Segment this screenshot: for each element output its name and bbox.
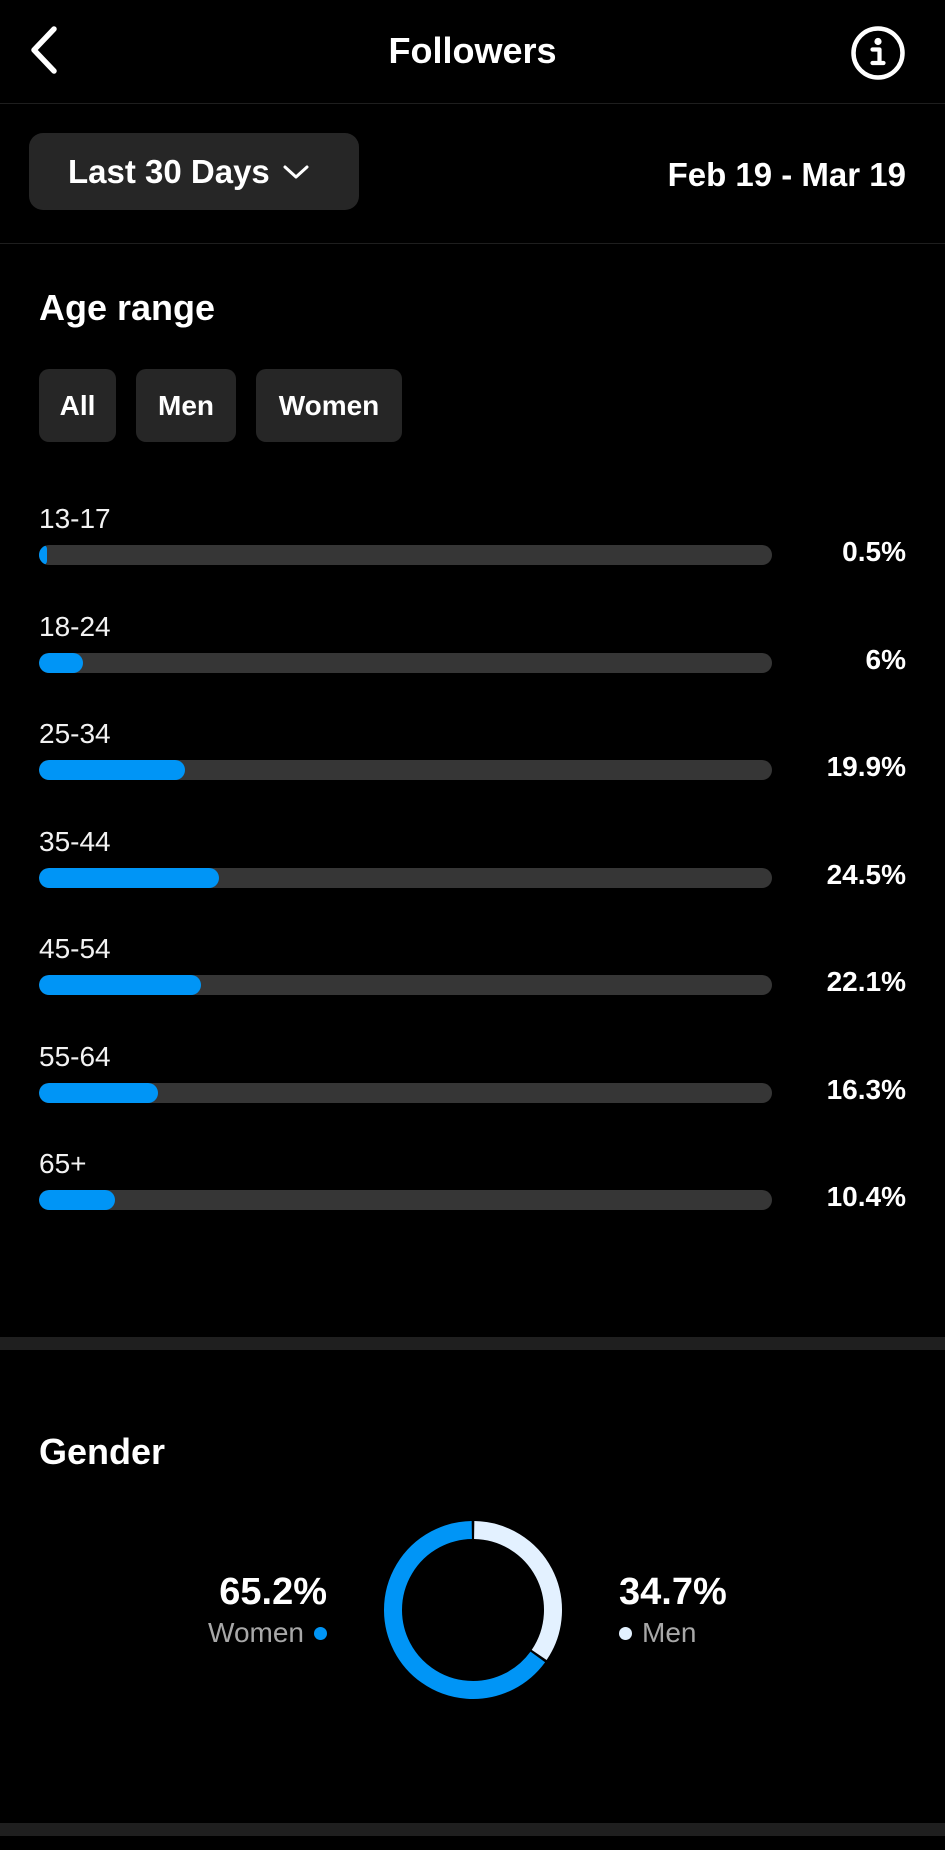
age-range-label: 25-34 [39,718,111,749]
gender-women-legend: 65.2% Women [208,1573,327,1649]
age-bar [39,545,47,565]
age-bar-track [39,760,772,780]
gender-women-label: Women [208,1617,304,1648]
age-range-label: 18-24 [39,610,111,642]
age-bar-track [39,1082,772,1103]
gender-donut-chart [384,1521,562,1699]
age-percent-label: 19.9% [826,751,906,782]
age-range-label: 13-17 [39,503,111,534]
donut-slice-men [473,1521,562,1660]
filter-chip-all[interactable]: All [39,369,116,442]
age-bar-track [39,867,772,888]
age-filter-chips: All Men Women [39,369,402,442]
gender-men-percent: 34.7% [619,1571,727,1613]
age-percent-label: 6% [865,643,906,675]
age-row: 45-54 22.1% [0,933,945,1013]
age-row: 35-44 24.5% [0,826,945,906]
age-bar [39,760,185,780]
age-row: 65+ 10.4% [0,1148,945,1228]
page-title: Followers [388,30,557,71]
back-button[interactable] [16,22,72,78]
age-bar [39,652,83,673]
filter-chip-men[interactable]: Men [136,369,236,442]
age-percent-label: 0.5% [842,536,906,567]
age-row: 55-64 16.3% [0,1041,945,1121]
age-row: 25-34 19.9% [0,718,945,798]
header: Followers [0,0,945,104]
age-percent-label: 24.5% [826,858,906,890]
age-row: 13-17 0.5% [0,503,945,583]
age-bar [39,1082,158,1103]
date-range-text: Feb 19 - Mar 19 [667,156,906,193]
age-bar-track [39,1190,772,1210]
gender-women-percent: 65.2% [219,1571,327,1613]
section-divider-bottom [0,1823,945,1836]
section-divider [0,1337,945,1350]
filter-chip-women[interactable]: Women [256,369,402,442]
age-bar-track [39,652,772,673]
gender-title: Gender [39,1431,166,1472]
age-range-label: 65+ [39,1148,87,1179]
gender-men-label: Men [642,1617,697,1648]
age-range-title: Age range [39,287,216,328]
chevron-down-icon [283,165,309,178]
age-percent-label: 22.1% [826,966,906,997]
women-color-dot [314,1626,327,1640]
age-bar [39,1190,115,1210]
gender-men-legend: 34.7% Men [619,1573,727,1649]
age-range-label: 45-54 [39,933,111,964]
age-bar [39,975,201,995]
date-range-dropdown[interactable]: Last 30 Days [29,133,359,210]
men-color-dot [619,1626,632,1640]
age-row: 18-24 6% [0,611,945,691]
info-button[interactable] [850,25,906,81]
age-bar [39,867,219,888]
donut-slice-women [384,1521,546,1699]
back-arrow-icon [31,26,57,74]
info-icon [851,26,905,80]
age-range-label: 55-64 [39,1040,111,1072]
age-bar-track [39,975,772,995]
age-percent-label: 16.3% [826,1073,906,1105]
age-range-label: 35-44 [39,825,111,857]
age-bar-track [39,545,772,565]
date-range-label: Last 30 Days [68,152,270,190]
date-range-bar: Last 30 Days Feb 19 - Mar 19 [0,104,945,244]
age-percent-label: 10.4% [826,1181,906,1212]
